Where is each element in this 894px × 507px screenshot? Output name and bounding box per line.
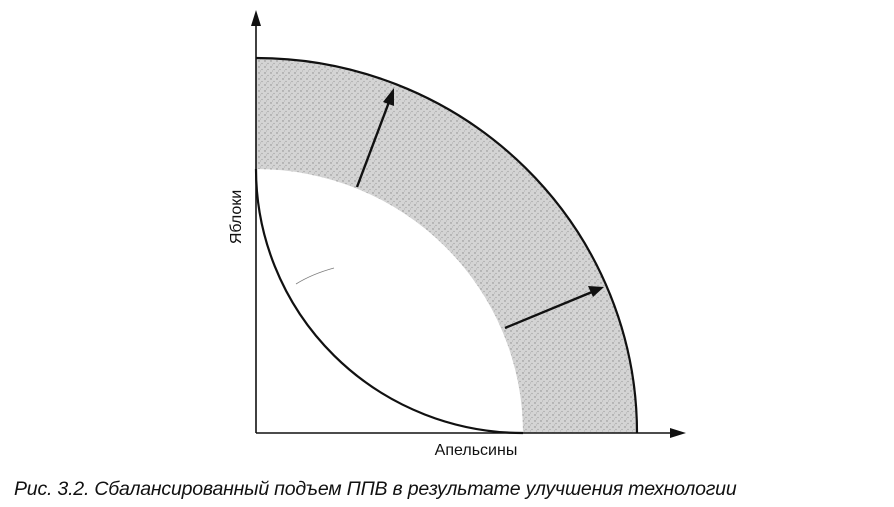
figure-caption: Рис. 3.2. Сбалансированный подъем ППВ в … xyxy=(14,478,737,500)
x-axis-arrowhead xyxy=(670,428,686,438)
new-ppf-curve xyxy=(255,56,639,434)
scan-speck xyxy=(295,267,335,285)
technology-growth-band xyxy=(256,58,637,433)
shift-arrow-upper-head xyxy=(383,88,394,106)
y-axis-label: Яблоки xyxy=(228,190,245,244)
x-axis-label: Апельсины xyxy=(435,442,518,459)
original-ppf-curve xyxy=(254,168,524,435)
shift-arrow-lower xyxy=(504,290,593,330)
y-axis-arrowhead xyxy=(251,10,261,26)
shift-arrow-lower-head xyxy=(588,286,604,297)
shift-arrow-upper xyxy=(355,101,391,188)
